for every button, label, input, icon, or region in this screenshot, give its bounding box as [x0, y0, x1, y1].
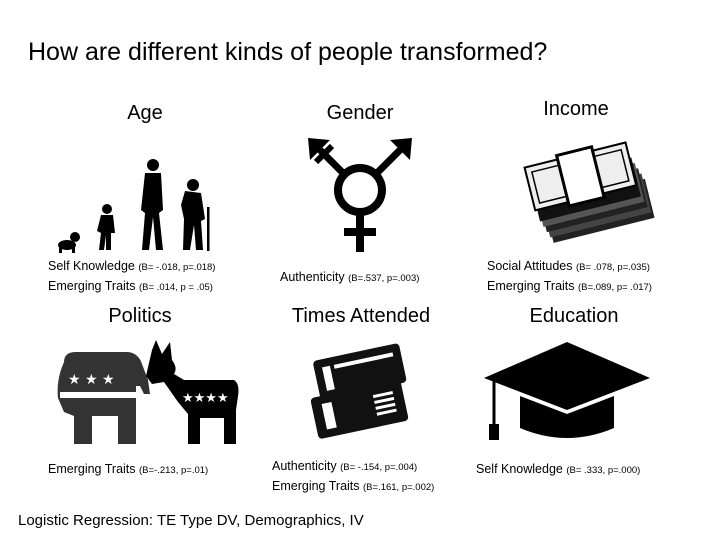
times-attended-stat-emerging-traits: Emerging Traits (B=.161, p=.002) — [272, 479, 435, 493]
age-stats: Self Knowledge (B= -.018, p=.018) Emergi… — [48, 257, 215, 297]
page-title: How are different kinds of people transf… — [28, 38, 548, 66]
money-stack-icon: $ — [523, 141, 655, 243]
gender-stats: Authenticity (B=.537, p=.003) — [280, 268, 419, 288]
times-attended-label: Times Attended — [291, 305, 431, 327]
income-stat-emerging-traits: Emerging Traits (B=.089, p= .017) — [487, 279, 652, 293]
tickets-icon — [310, 343, 409, 439]
age-stat-self-knowledge: Self Knowledge (B= -.018, p=.018) — [48, 259, 216, 273]
income-label: Income — [543, 98, 609, 120]
gender-label: Gender — [326, 102, 394, 124]
svg-text:★ ★ ★: ★ ★ ★ — [68, 372, 115, 388]
income-stat-social-attitudes: Social Attitudes (B= .078, p=.035) — [487, 259, 650, 273]
age-stat-emerging-traits: Emerging Traits (B= .014, p = .05) — [48, 279, 213, 293]
education-label: Education — [529, 305, 619, 327]
graduation-cap-icon — [484, 342, 650, 440]
politics-stats: Emerging Traits (B=-.213, p=.01) — [48, 460, 208, 480]
income-stats: Social Attitudes (B= .078, p=.035) Emerg… — [487, 257, 652, 297]
education-stat-self-knowledge: Self Knowledge (B= .333, p=.000) — [476, 462, 641, 476]
times-attended-stats: Authenticity (B= -.154, p=.004) Emerging… — [272, 457, 434, 497]
gender-stat-authenticity: Authenticity (B=.537, p=.003) — [280, 270, 420, 284]
footer-note: Logistic Regression: TE Type DV, Demogra… — [18, 512, 364, 529]
age-label: Age — [127, 102, 163, 124]
svg-text:★★★★: ★★★★ — [182, 391, 229, 406]
education-stats: Self Knowledge (B= .333, p=.000) — [476, 460, 640, 480]
politics-label: Politics — [108, 305, 172, 327]
times-attended-stat-authenticity: Authenticity (B= -.154, p=.004) — [272, 459, 418, 473]
politics-stat-emerging-traits: Emerging Traits (B=-.213, p=.01) — [48, 462, 209, 476]
elephant-donkey-icon: ★ ★ ★ ★★★★ — [57, 340, 239, 444]
gender-symbol-icon — [308, 138, 412, 252]
human-evolution-icon — [58, 159, 210, 253]
